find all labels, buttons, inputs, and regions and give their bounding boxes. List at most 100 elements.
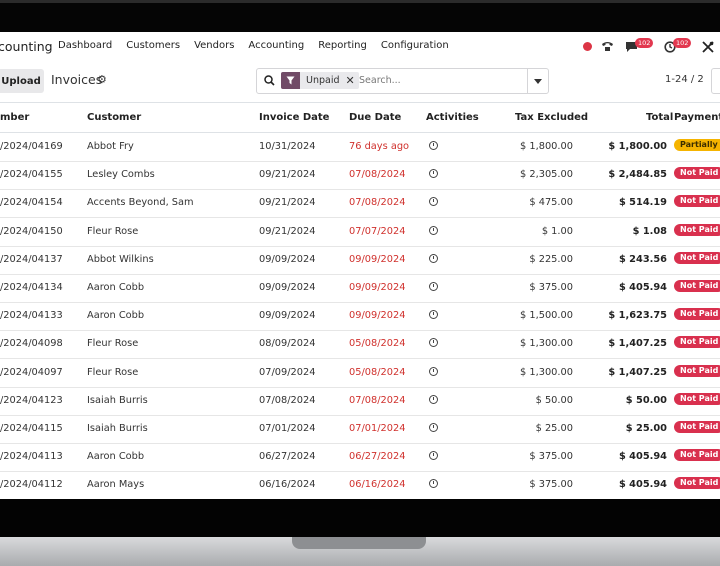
menu-configuration[interactable]: Configuration [380, 40, 449, 51]
clock-icon[interactable] [429, 310, 438, 320]
tax-excluded: $ 375.00 [529, 282, 573, 293]
main-menu: Dashboard Customers Vendors Accounting R… [58, 40, 463, 51]
search-options-toggle[interactable] [527, 69, 548, 93]
invoice-number: /2024/04137 [0, 253, 63, 265]
col-number[interactable]: mber [0, 112, 30, 123]
total-amount: $ 1.08 [632, 225, 667, 237]
upload-button[interactable]: Upload [0, 69, 44, 93]
menu-accounting[interactable]: Accounting [248, 40, 305, 51]
invoice-number: /2024/04155 [0, 169, 63, 181]
customer-name: Lesley Combs [87, 169, 155, 181]
breadcrumb: Invoices [51, 72, 103, 87]
clock-icon[interactable] [429, 253, 438, 263]
customer-name: Isaiah Burris [87, 394, 148, 406]
clock-icon[interactable] [429, 423, 438, 432]
clock-icon[interactable] [429, 169, 438, 179]
table-row[interactable]: /2024/04155 Lesley Combs 09/21/2024 07/08/2… [0, 161, 720, 191]
table-row[interactable]: /2024/04169 Abbot Fry 10/31/2024 76 days ag… [0, 133, 720, 162]
chat-icon[interactable] [625, 41, 638, 53]
chevron-down-icon [534, 78, 542, 84]
gear-icon[interactable]: ⚙ [97, 73, 107, 86]
app-name[interactable]: counting [0, 39, 53, 54]
menu-customers[interactable]: Customers [126, 40, 181, 51]
table-row[interactable]: /2024/04097 Fleur Rose 07/09/2024 05/08/202… [0, 359, 720, 388]
debug-tools-icon[interactable] [702, 41, 714, 53]
invoice-date: 07/08/2024 [259, 394, 316, 406]
pager-value[interactable]: 1-24 / 2 [665, 74, 704, 85]
table-row[interactable]: /2024/04112 Aaron Mays 06/16/2024 06/16/202… [0, 471, 720, 499]
total-amount: $ 1,407.25 [608, 366, 667, 378]
tax-excluded: $ 1,800.00 [520, 141, 573, 152]
col-tax-excluded[interactable]: Tax Excluded [515, 112, 589, 123]
payment-status-badge: Not Paid [674, 308, 720, 321]
total-amount: $ 1,800.00 [608, 141, 667, 152]
table-row[interactable]: /2024/04150 Fleur Rose 09/21/2024 07/07/202… [0, 218, 720, 247]
activity-badge: 102 [673, 38, 692, 48]
phone-icon[interactable] [601, 40, 614, 52]
col-invoice-date[interactable]: Invoice Date [259, 112, 330, 123]
clock-icon[interactable] [429, 282, 438, 291]
col-activities[interactable]: Activities [426, 112, 479, 123]
table-row[interactable]: /2024/04137 Abbot Wilkins 09/09/2024 09/09/… [0, 246, 720, 275]
table-row[interactable]: /2024/04133 Aaron Cobb 09/09/2024 09/09/202… [0, 302, 720, 332]
menu-dashboard[interactable]: Dashboard [58, 40, 113, 51]
clock-icon[interactable] [429, 366, 438, 376]
table-row[interactable]: /2024/04115 Isaiah Burris 07/01/2024 07/01/… [0, 415, 720, 444]
tax-excluded: $ 375.00 [529, 479, 573, 491]
total-amount: $ 405.94 [618, 451, 667, 463]
payment-status-badge: Not Paid [674, 223, 720, 236]
recording-indicator-icon[interactable] [583, 42, 592, 51]
payment-status-badge: Not Paid [674, 449, 720, 462]
invoice-number: /2024/04134 [0, 282, 63, 293]
chat-badge: 102 [635, 38, 654, 48]
total-amount: $ 25.00 [625, 423, 667, 434]
clock-icon[interactable] [429, 451, 438, 461]
invoice-number: /2024/04115 [0, 423, 63, 434]
payment-status-badge: Not Paid [674, 364, 720, 377]
invoice-number: /2024/04133 [0, 310, 63, 322]
customer-name: Fleur Rose [87, 366, 139, 378]
filter-facet[interactable]: Unpaid ✕ [281, 72, 359, 89]
customer-name: Abbot Fry [87, 141, 134, 152]
tax-excluded: $ 1,300.00 [520, 366, 573, 378]
pager-previous-button[interactable] [711, 68, 720, 94]
total-amount: $ 243.56 [618, 253, 667, 265]
table-header: mber Customer Invoice Date Due Date Acti… [0, 103, 720, 133]
table-row[interactable]: /2024/04113 Aaron Cobb 06/27/2024 06/27/202… [0, 443, 720, 473]
table-row[interactable]: /2024/04134 Aaron Cobb 09/09/2024 09/09/202… [0, 274, 720, 303]
close-icon[interactable]: ✕ [345, 74, 355, 87]
tax-excluded: $ 475.00 [529, 197, 573, 209]
clock-icon[interactable] [429, 225, 438, 235]
invoice-number: /2024/04113 [0, 451, 63, 463]
tax-excluded: $ 1.00 [541, 225, 573, 237]
search-icon[interactable] [264, 75, 275, 86]
col-total[interactable]: Total [646, 112, 674, 123]
search-input[interactable] [359, 72, 519, 89]
table-row[interactable]: /2024/04123 Isaiah Burris 07/08/2024 07/08/… [0, 387, 720, 416]
menu-vendors[interactable]: Vendors [194, 40, 235, 51]
menu-reporting[interactable]: Reporting [318, 40, 367, 51]
table-row[interactable]: /2024/04154 Accents Beyond, Sam 09/21/2024… [0, 189, 720, 219]
total-amount: $ 2,484.85 [608, 169, 667, 181]
customer-name: Fleur Rose [87, 225, 139, 237]
due-date: 05/08/2024 [349, 366, 406, 378]
col-payment[interactable]: Payment [674, 112, 720, 123]
due-date: 09/09/2024 [349, 253, 406, 265]
clock-icon[interactable] [429, 394, 438, 404]
payment-status-badge: Not Paid [674, 251, 720, 264]
table-row[interactable]: /2024/04098 Fleur Rose 08/09/2024 05/08/202… [0, 330, 720, 360]
due-date: 07/07/2024 [349, 225, 406, 237]
clock-icon[interactable] [429, 479, 438, 489]
clock-icon[interactable] [429, 197, 438, 207]
clock-icon[interactable] [429, 338, 438, 348]
col-customer[interactable]: Customer [87, 112, 142, 123]
due-date: 07/01/2024 [349, 423, 406, 434]
invoice-number: /2024/04112 [0, 479, 63, 491]
invoice-number: /2024/04150 [0, 225, 63, 237]
clock-icon[interactable] [429, 141, 438, 150]
app-screen: counting Dashboard Customers Vendors Acc… [0, 32, 720, 499]
col-due-date[interactable]: Due Date [349, 112, 402, 123]
due-date: 05/08/2024 [349, 338, 406, 350]
total-amount: $ 1,623.75 [608, 310, 667, 322]
